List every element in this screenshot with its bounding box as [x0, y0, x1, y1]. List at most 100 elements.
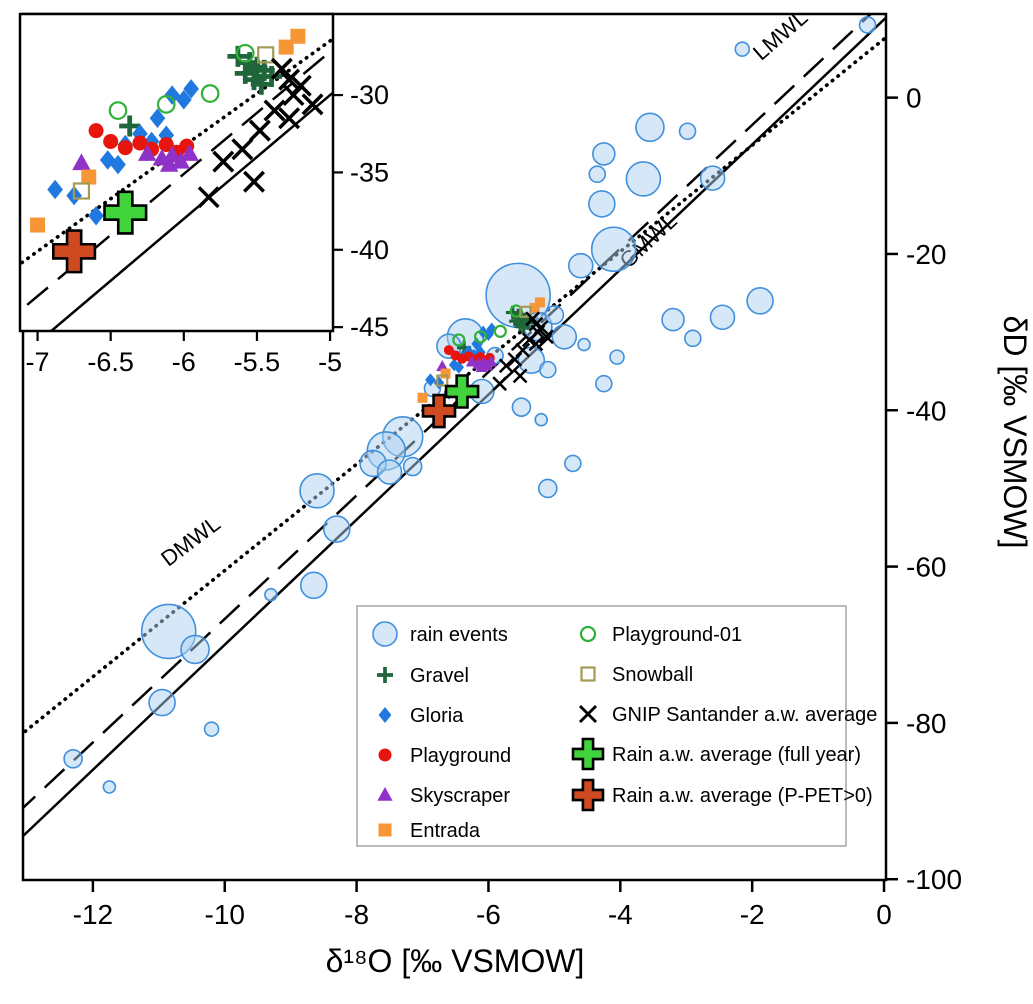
gmwl-line [49, 90, 333, 331]
x-tick-label: -12 [73, 899, 113, 930]
gnip-inset-marker [248, 119, 271, 142]
inset-plot-area [20, 28, 333, 331]
legend-label-playground01: Playground-01 [612, 624, 742, 646]
gravel-inset-marker [119, 115, 141, 137]
legend-item-snowball: Snowball [580, 664, 693, 686]
snowball-inset-marker [72, 182, 91, 200]
inset-x-tick-label: -6 [172, 347, 196, 377]
plot-frame [21, 12, 888, 882]
rain_events-marker [63, 749, 83, 769]
rain_events-marker [588, 165, 607, 184]
gnip-inset-marker [197, 186, 220, 209]
rain_events-marker [511, 397, 532, 417]
rain_events-marker [661, 307, 685, 332]
legend-item-skyscraper: Skyscraper [377, 785, 510, 807]
legend-label-gnip: GNIP Santander a.w. average [612, 704, 877, 726]
gloria-inset-marker [47, 179, 63, 200]
rain_events-marker [635, 112, 665, 143]
rain_avg_full_year-marker [444, 374, 480, 409]
gnip-marker [492, 376, 508, 392]
playground01-marker [509, 304, 523, 318]
x-tick-label: -8 [344, 899, 369, 930]
legend-label-entrada: Entrada [410, 820, 481, 842]
line-label-dmwl: DMWL [156, 511, 225, 571]
legend-item-rain_events: rain events [372, 621, 508, 647]
playground01-inset-marker [235, 43, 255, 63]
legend-item-playground: Playground [378, 745, 511, 767]
y-tick-label: 0 [906, 83, 922, 114]
x-tick-label: -4 [608, 899, 633, 930]
gloria-inset-marker [143, 131, 160, 152]
legend-item-rain_avg_full_year: Rain a.w. average (full year) [571, 737, 861, 771]
rain_events-marker [858, 16, 877, 34]
inset-x-tick-label: -5.5 [234, 347, 281, 377]
legend-label-gloria: Gloria [410, 705, 464, 727]
gnip-marker [512, 368, 528, 384]
gloria-legend-marker [378, 707, 392, 723]
playground-inset-marker [103, 133, 119, 149]
rain_events-marker [299, 472, 335, 509]
snowball-marker [436, 374, 449, 387]
inset-x-tick-label: -6.5 [87, 347, 134, 377]
gnip-inset-marker [278, 107, 301, 130]
playground01-inset-marker [108, 101, 128, 120]
inset-plot: -7 -6.5 -6 -5.5 -5 -30 -35 -40 -45 [18, 12, 389, 377]
rain_events-marker [534, 412, 548, 427]
gnip-inset-marker [263, 99, 286, 122]
gloria-inset-marker [176, 89, 192, 110]
gnip-marker [498, 358, 514, 374]
gravel-legend-marker [377, 667, 393, 683]
gnip-inset-marker [270, 57, 293, 80]
skyscraper-inset-marker [137, 144, 157, 161]
gloria-marker [471, 337, 482, 351]
y-tick-label: -80 [906, 708, 946, 739]
skyscraper-marker [484, 355, 498, 367]
rain_events-marker [577, 337, 591, 352]
inset-y-tick-label: -45 [350, 312, 389, 342]
x-tick-label: -6 [476, 899, 501, 930]
x-tick-label: -2 [740, 899, 765, 930]
rain_events-marker [264, 587, 278, 602]
rain_events-marker [588, 190, 616, 218]
rain_events-marker [376, 459, 403, 485]
dmwl-line [23, 35, 886, 736]
legend-label-skyscraper: Skyscraper [410, 785, 510, 807]
rain_events-marker [709, 304, 736, 331]
gloria-inset-marker [149, 108, 166, 129]
legend-label-rain_avg_ppet: Rain a.w. average (P-PET>0) [612, 785, 873, 807]
legend-label-gravel: Gravel [410, 665, 469, 687]
playground-inset-marker [117, 140, 133, 156]
legend-item-playground01: Playground-01 [579, 624, 742, 646]
rain_avg_ppet-legend-marker [571, 778, 605, 812]
rain_events-marker [564, 454, 582, 473]
entrada-inset-marker [30, 217, 46, 233]
skyscraper-marker [436, 359, 449, 372]
gloria-inset-marker [183, 79, 199, 99]
rain_events-marker [609, 349, 625, 365]
y-axis-label: δD [‰ VSMOW] [997, 316, 1033, 549]
rain_events-marker [699, 165, 726, 191]
entrada-inset-marker [278, 39, 294, 55]
rain_events-marker [625, 161, 662, 197]
gnip-marker [539, 329, 554, 345]
playground01-inset-marker [200, 84, 220, 103]
rain_events-marker [180, 634, 210, 665]
legend-item-gloria: Gloria [378, 705, 464, 727]
y-tick-label: -100 [906, 864, 962, 895]
y-tick-label: -20 [906, 239, 946, 270]
y-tick-label: -40 [906, 395, 946, 426]
legend-label-snowball: Snowball [612, 664, 693, 686]
snowball-inset-marker [257, 46, 275, 64]
rain_events-marker [148, 688, 176, 717]
inset-background [20, 14, 333, 331]
rain_events-marker [746, 287, 774, 315]
inset-y-tick-label: -30 [350, 80, 389, 110]
legend-item-gnip: GNIP Santander a.w. average [578, 704, 877, 726]
rain_events-marker [734, 41, 751, 57]
gloria-marker [453, 360, 464, 374]
rain_events-marker [544, 305, 565, 325]
rain_avg_ppet-inset-marker [52, 229, 97, 274]
inset-x-tick-label: -5 [318, 347, 342, 377]
